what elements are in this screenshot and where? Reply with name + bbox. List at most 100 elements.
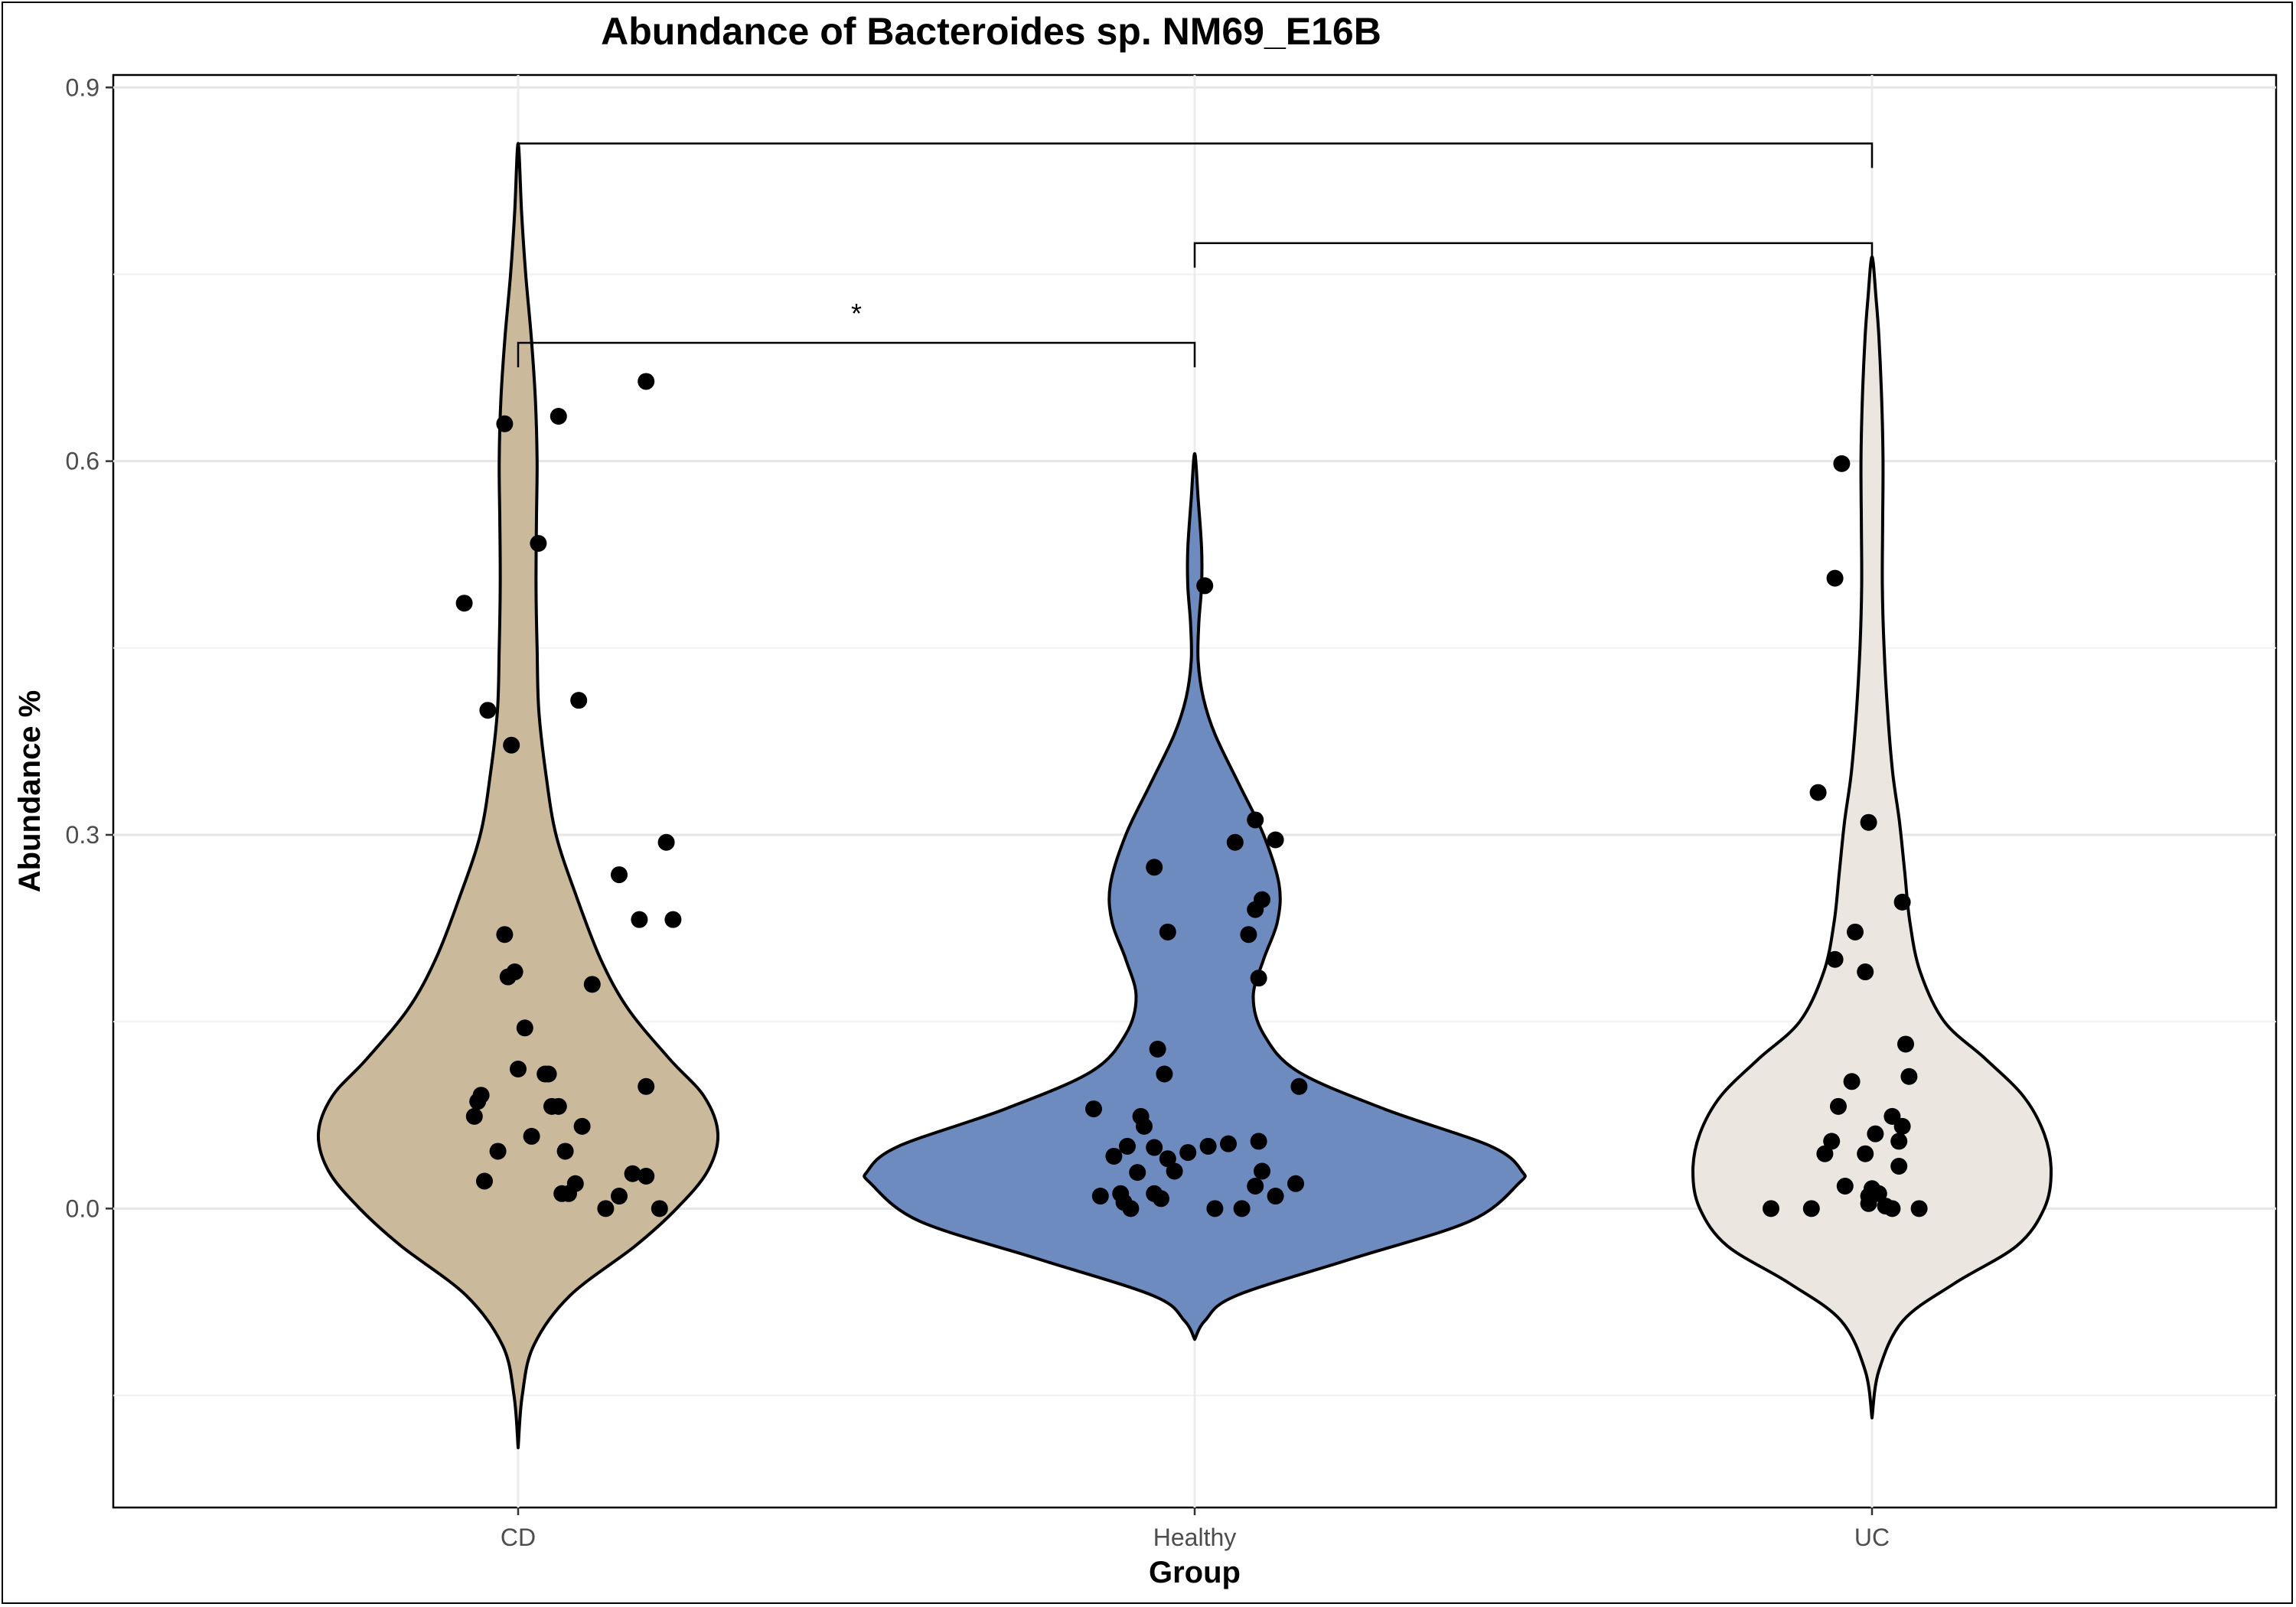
data-point-cd bbox=[624, 1165, 641, 1182]
data-point-cd bbox=[523, 1127, 540, 1145]
data-point-uc bbox=[1883, 1107, 1901, 1125]
data-point-cd bbox=[638, 1167, 655, 1185]
data-point-healthy bbox=[1166, 1162, 1183, 1180]
data-point-healthy bbox=[1146, 1185, 1163, 1202]
data-point-cd bbox=[530, 535, 547, 553]
data-point-healthy bbox=[1226, 833, 1244, 851]
data-point-healthy bbox=[1085, 1100, 1102, 1118]
data-point-cd bbox=[638, 373, 655, 390]
data-point-healthy bbox=[1122, 1200, 1140, 1217]
y-tick-label: 0.6 bbox=[66, 448, 99, 475]
data-point-healthy bbox=[1199, 1137, 1217, 1155]
violins bbox=[316, 142, 2053, 1449]
data-point-cd bbox=[516, 1019, 533, 1037]
x-tick-label-cd: CD bbox=[501, 1524, 536, 1551]
data-point-healthy bbox=[1146, 1139, 1163, 1156]
data-point-healthy bbox=[1267, 1188, 1284, 1205]
data-point-cd bbox=[479, 702, 497, 719]
y-tick-label: 0.9 bbox=[66, 73, 99, 101]
data-point-cd bbox=[489, 1143, 507, 1160]
y-tick-label: 0.0 bbox=[66, 1195, 99, 1222]
data-point-uc bbox=[1833, 455, 1851, 472]
bracket-cd-uc bbox=[517, 142, 1874, 168]
data-point-uc bbox=[1843, 1073, 1861, 1090]
data-point-uc bbox=[1857, 1145, 1874, 1162]
data-point-cd bbox=[510, 1061, 527, 1078]
data-point-uc bbox=[1763, 1200, 1779, 1217]
data-point-healthy bbox=[1287, 1175, 1304, 1192]
data-point-cd bbox=[570, 692, 588, 709]
data-point-cd bbox=[536, 1065, 554, 1083]
data-point-healthy bbox=[1247, 1178, 1264, 1195]
data-point-uc bbox=[1893, 893, 1911, 911]
x-tick-label-healthy: Healthy bbox=[1153, 1524, 1237, 1551]
data-point-healthy bbox=[1267, 831, 1284, 849]
violin-healthy bbox=[863, 451, 1527, 1341]
data-points bbox=[455, 373, 1928, 1217]
data-point-healthy bbox=[1091, 1188, 1109, 1205]
data-point-uc bbox=[1883, 1200, 1901, 1217]
data-point-uc bbox=[1802, 1200, 1820, 1217]
data-point-healthy bbox=[1240, 926, 1257, 944]
data-point-healthy bbox=[1159, 923, 1176, 940]
data-point-cd bbox=[472, 1087, 490, 1104]
data-point-cd bbox=[583, 976, 601, 993]
data-point-cd bbox=[566, 1175, 584, 1192]
data-point-healthy bbox=[1179, 1144, 1197, 1162]
data-point-cd bbox=[638, 1077, 655, 1095]
data-point-uc bbox=[1830, 1097, 1847, 1115]
data-point-uc bbox=[1860, 813, 1877, 831]
data-point-uc bbox=[1809, 784, 1827, 801]
data-point-healthy bbox=[1146, 859, 1163, 876]
data-point-cd bbox=[455, 595, 473, 612]
axes: 0.0 0.3 0.6 0.9 CD Healthy UC bbox=[66, 73, 1890, 1551]
data-point-cd bbox=[611, 1188, 628, 1205]
data-point-cd bbox=[503, 736, 520, 754]
data-point-healthy bbox=[1290, 1077, 1308, 1095]
data-point-uc bbox=[1847, 923, 1864, 940]
data-point-cd bbox=[465, 1107, 483, 1125]
data-point-healthy bbox=[1159, 1150, 1176, 1168]
x-axis-title: Group bbox=[1149, 1556, 1241, 1589]
data-point-cd bbox=[657, 833, 675, 851]
data-point-healthy bbox=[1247, 901, 1264, 918]
data-point-healthy bbox=[1254, 1162, 1270, 1180]
data-point-healthy bbox=[1233, 1200, 1251, 1217]
data-point-cd bbox=[496, 926, 514, 944]
data-point-healthy bbox=[1105, 1147, 1123, 1165]
data-point-cd bbox=[597, 1200, 615, 1217]
data-point-cd bbox=[550, 408, 567, 425]
data-point-uc bbox=[1836, 1178, 1854, 1195]
data-point-cd bbox=[476, 1172, 493, 1190]
data-point-uc bbox=[1900, 1068, 1918, 1085]
data-point-cd bbox=[556, 1143, 574, 1160]
data-point-healthy bbox=[1206, 1200, 1224, 1217]
data-point-uc bbox=[1867, 1125, 1884, 1143]
data-point-uc bbox=[1857, 963, 1874, 981]
data-point-cd bbox=[573, 1117, 591, 1135]
bracket-cd-healthy bbox=[517, 341, 1196, 367]
chart-title: Abundance of Bacteroides sp. NM69_E16B bbox=[601, 10, 1381, 53]
data-point-uc bbox=[1826, 950, 1844, 968]
bracket-healthy-uc bbox=[1193, 242, 1874, 268]
data-point-uc bbox=[1860, 1195, 1877, 1212]
data-point-healthy bbox=[1250, 1133, 1267, 1150]
data-point-cd bbox=[611, 866, 628, 884]
significance-brackets: * bbox=[517, 142, 1874, 367]
data-point-healthy bbox=[1250, 970, 1267, 987]
data-point-healthy bbox=[1196, 577, 1214, 595]
data-point-healthy bbox=[1149, 1040, 1166, 1058]
data-point-cd bbox=[664, 911, 682, 928]
data-point-cd bbox=[496, 415, 514, 432]
data-point-healthy bbox=[1156, 1065, 1173, 1083]
data-point-uc bbox=[1823, 1133, 1841, 1150]
data-point-healthy bbox=[1136, 1117, 1153, 1135]
data-point-cd bbox=[651, 1200, 668, 1217]
data-point-uc bbox=[1890, 1133, 1908, 1150]
data-point-cd bbox=[550, 1097, 567, 1115]
data-point-uc bbox=[1816, 1145, 1834, 1162]
data-point-cd bbox=[631, 911, 648, 928]
y-tick-label: 0.3 bbox=[66, 821, 99, 849]
